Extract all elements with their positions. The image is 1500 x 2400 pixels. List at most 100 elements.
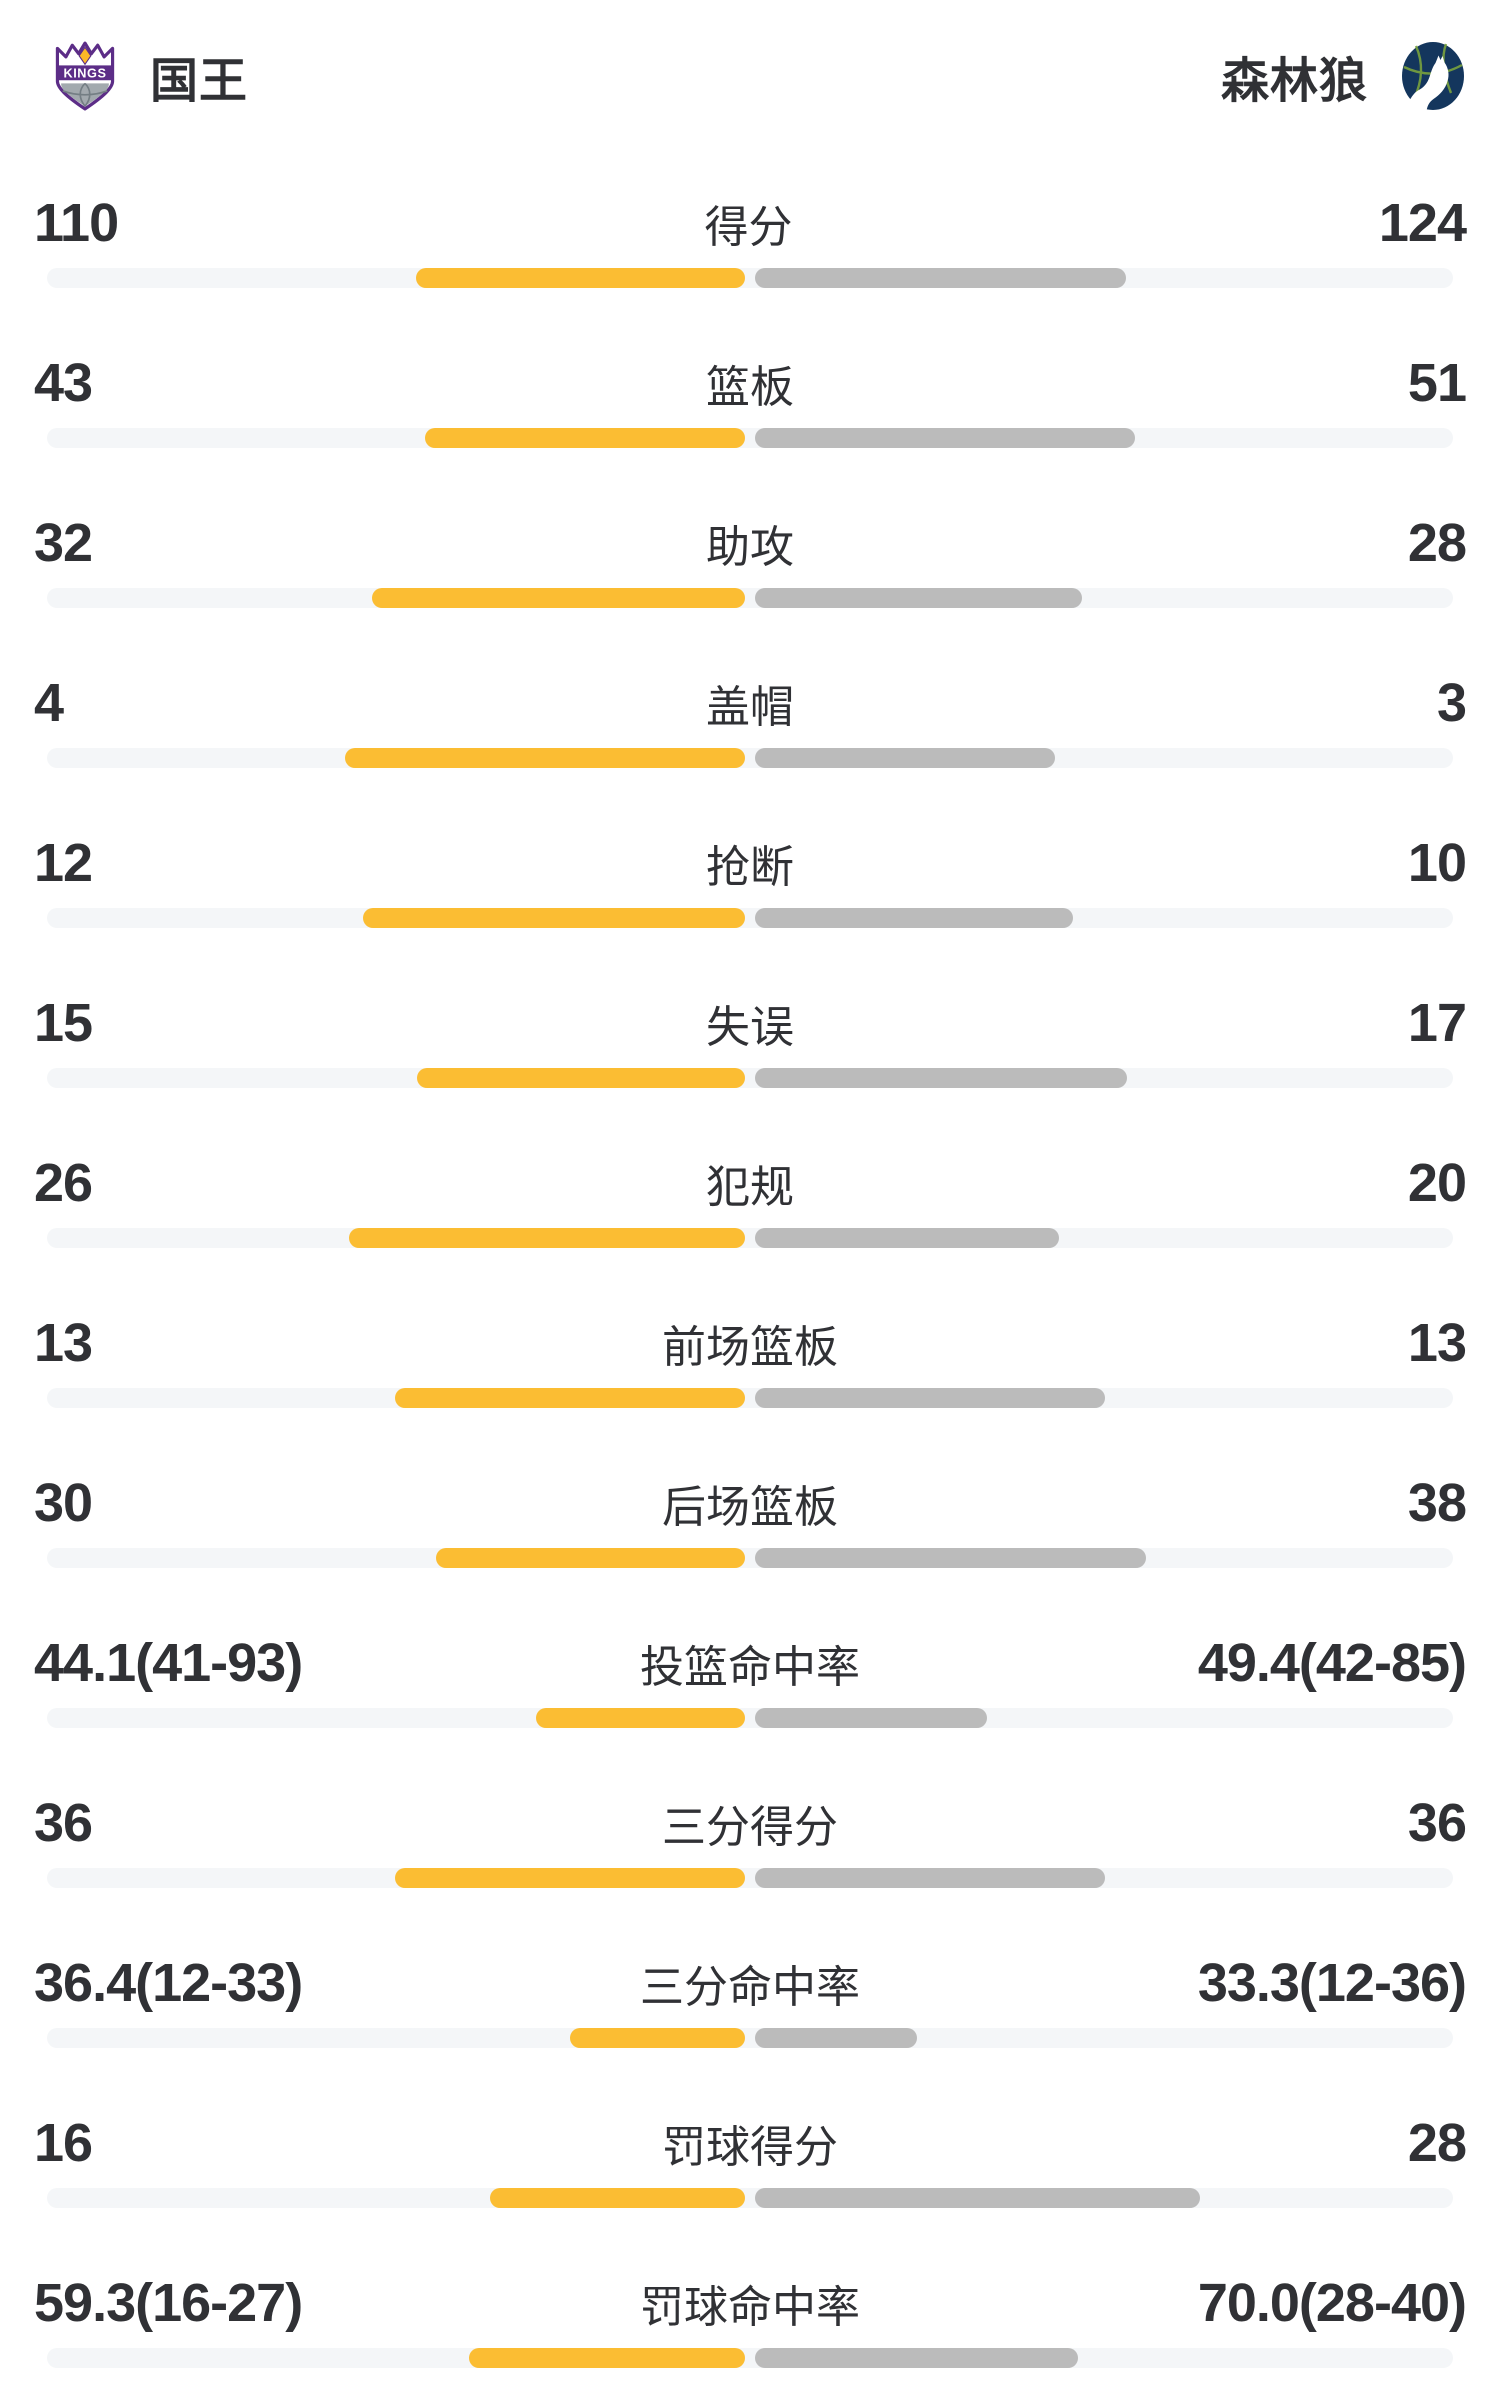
left-team-bar: [345, 748, 745, 768]
right-team-bar: [755, 2348, 1078, 2368]
left-team-value: 59.3(16-27): [34, 2273, 303, 2333]
stat-bar-track: [47, 2028, 1453, 2048]
right-team-bar: [755, 1868, 1105, 1888]
left-team[interactable]: KINGS 国王: [50, 41, 248, 111]
stat-bar-track: [47, 1228, 1453, 1248]
stat-row: 43 篮板 51: [0, 336, 1500, 496]
right-team-bar: [755, 1708, 987, 1728]
right-team[interactable]: 森林狼: [1221, 41, 1468, 111]
right-team-value: 10: [1407, 833, 1467, 893]
right-team-value: 17: [1407, 993, 1467, 1053]
right-team-value: 13: [1407, 1313, 1467, 1373]
left-team-bar: [395, 1868, 745, 1888]
left-team-value: 36.4(12-33): [34, 1953, 303, 2013]
stat-label: 犯规: [706, 1163, 794, 1212]
stat-bar-track: [47, 428, 1453, 448]
right-team-value: 3: [1436, 673, 1467, 733]
stat-bar-track: [47, 908, 1453, 928]
right-team-value: 28: [1407, 513, 1467, 573]
right-team-value: 70.0(28-40): [1197, 2273, 1467, 2333]
stat-label: 罚球得分: [662, 2123, 838, 2172]
stat-row: 32 助攻 28: [0, 496, 1500, 656]
stat-bar-track: [47, 1388, 1453, 1408]
left-team-value: 15: [34, 993, 93, 1053]
left-team-value: 44.1(41-93): [34, 1633, 303, 1693]
stat-row: 110 得分 124: [0, 176, 1500, 336]
stat-label: 失误: [706, 1003, 794, 1052]
left-team-value: 16: [34, 2113, 93, 2173]
left-team-bar: [425, 428, 745, 448]
left-team-value: 110: [34, 193, 119, 253]
left-team-bar: [469, 2348, 745, 2368]
right-team-bar: [755, 2028, 917, 2048]
right-team-value: 33.3(12-36): [1197, 1953, 1467, 2013]
stat-row: 12 抢断 10: [0, 816, 1500, 976]
right-team-bar: [755, 1388, 1105, 1408]
right-team-bar: [755, 1068, 1127, 1088]
left-team-bar: [536, 1708, 745, 1728]
stat-row: 30 后场篮板 38: [0, 1456, 1500, 1616]
stat-label: 罚球命中率: [640, 2283, 860, 2332]
left-team-bar: [490, 2188, 745, 2208]
right-team-bar: [755, 908, 1073, 928]
stat-bar-track: [47, 1708, 1453, 1728]
stat-bar-track: [47, 748, 1453, 768]
stat-label: 三分得分: [662, 1803, 838, 1852]
stat-bar-track: [47, 1868, 1453, 1888]
right-team-value: 49.4(42-85): [1197, 1633, 1467, 1693]
right-team-value: 36: [1407, 1793, 1467, 1853]
stat-label: 前场篮板: [662, 1323, 838, 1372]
stat-label: 篮板: [706, 363, 794, 412]
left-team-value: 36: [34, 1793, 93, 1853]
stat-label: 三分命中率: [640, 1963, 860, 2012]
stat-row: 36 三分得分 36: [0, 1776, 1500, 1936]
stat-label: 得分: [704, 203, 793, 252]
kings-logo-icon[interactable]: KINGS: [50, 41, 120, 111]
stat-row: 15 失误 17: [0, 976, 1500, 1136]
stat-bar-track: [47, 2188, 1453, 2208]
stat-row: 59.3(16-27) 罚球命中率 70.0(28-40): [0, 2256, 1500, 2400]
left-team-bar: [570, 2028, 745, 2048]
stat-label: 助攻: [706, 523, 794, 572]
stat-bar-track: [47, 1068, 1453, 1088]
right-team-bar: [755, 1228, 1059, 1248]
stat-row: 36.4(12-33) 三分命中率 33.3(12-36): [0, 1936, 1500, 2096]
right-team-bar: [755, 268, 1126, 288]
stat-row: 44.1(41-93) 投篮命中率 49.4(42-85): [0, 1616, 1500, 1776]
left-team-bar: [417, 1068, 745, 1088]
timberwolves-logo-icon[interactable]: [1398, 41, 1468, 111]
stat-row: 4 盖帽 3: [0, 656, 1500, 816]
left-team-value: 30: [34, 1473, 93, 1533]
right-team-value: 38: [1407, 1473, 1467, 1533]
svg-text:KINGS: KINGS: [64, 66, 107, 81]
team-stats-comparison: 110 得分 124 43 篮板 51 32 助攻 28: [0, 176, 1500, 2400]
left-team-value: 13: [34, 1313, 93, 1373]
right-team-value: 51: [1407, 353, 1467, 413]
left-team-bar: [363, 908, 745, 928]
left-team-name[interactable]: 国王: [150, 55, 249, 108]
stat-bar-track: [47, 588, 1453, 608]
stat-row: 13 前场篮板 13: [0, 1296, 1500, 1456]
right-team-value: 124: [1378, 193, 1467, 253]
stat-label: 抢断: [706, 843, 794, 892]
right-team-bar: [755, 588, 1082, 608]
right-team-value: 28: [1407, 2113, 1467, 2173]
right-team-name[interactable]: 森林狼: [1220, 55, 1368, 108]
stat-row: 16 罚球得分 28: [0, 2096, 1500, 2256]
left-team-value: 4: [34, 673, 64, 733]
right-team-bar: [755, 1548, 1146, 1568]
stat-label: 盖帽: [706, 683, 794, 732]
left-team-value: 43: [34, 353, 93, 413]
left-team-value: 12: [34, 833, 93, 893]
stat-label: 投篮命中率: [640, 1643, 860, 1692]
left-team-bar: [416, 268, 745, 288]
stat-label: 后场篮板: [662, 1483, 838, 1532]
left-team-bar: [395, 1388, 745, 1408]
stat-bar-track: [47, 268, 1453, 288]
left-team-bar: [372, 588, 745, 608]
left-team-value: 26: [34, 1153, 93, 1213]
left-team-bar: [349, 1228, 745, 1248]
matchup-header: KINGS 国王 森林狼: [0, 0, 1500, 112]
right-team-bar: [755, 2188, 1200, 2208]
right-team-bar: [755, 428, 1135, 448]
